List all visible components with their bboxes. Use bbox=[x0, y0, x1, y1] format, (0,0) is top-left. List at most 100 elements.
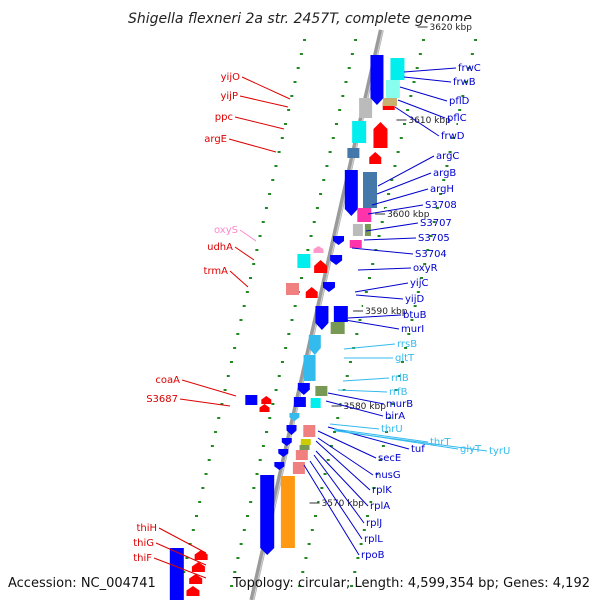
gene-label-leader-udhA bbox=[234, 246, 255, 261]
gene-label-trmA: trmA bbox=[204, 266, 229, 277]
gene-arrow-thiF bbox=[189, 574, 203, 584]
gene-arrow-murB bbox=[297, 383, 310, 395]
gene-arrow-rplL bbox=[274, 462, 285, 470]
gene-arrow-frwC bbox=[370, 55, 384, 105]
gene-arrow-argC bbox=[344, 170, 358, 216]
gene-label-oxyR: oxyR bbox=[413, 263, 438, 274]
gene-label-leader-rrfB bbox=[337, 389, 388, 393]
gene-block-pflC bbox=[382, 98, 397, 106]
feature-layer bbox=[169, 55, 405, 600]
gene-label-leader-secE bbox=[317, 430, 377, 459]
gene-arrow-ppc bbox=[373, 122, 388, 148]
gene-block-argE bbox=[347, 148, 360, 158]
map-title: Shigella flexneri 2a str. 2457T, complet… bbox=[128, 11, 472, 27]
gene-label-leader-rrlB bbox=[342, 377, 390, 382]
gene-label-ppc: ppc bbox=[215, 112, 233, 123]
scale-label-bg bbox=[319, 497, 370, 508]
scale-label: 3600 kbp bbox=[387, 210, 430, 220]
gene-label-leader-frwD bbox=[394, 106, 440, 137]
gene-label-leader-murB bbox=[327, 392, 385, 405]
gene-label-nusG: nusG bbox=[375, 470, 401, 481]
gene-label-leader-rrsB bbox=[343, 343, 396, 350]
gene-label-thrU: thrU bbox=[381, 424, 403, 435]
scale-label: 3620 kbp bbox=[430, 23, 473, 33]
gene-block-trmA bbox=[286, 283, 300, 295]
gene-block-yijO bbox=[359, 98, 373, 118]
gene-label-leader-thrU bbox=[329, 423, 380, 430]
gene-arrow-thiG bbox=[191, 562, 205, 572]
gene-label-murI: murI bbox=[401, 324, 424, 335]
gene-arrow-oxyS bbox=[313, 246, 324, 253]
gene-label-tyrU: tyrU bbox=[489, 446, 510, 457]
gene-label-leader-birA bbox=[325, 400, 384, 417]
gene-arrow-yijD bbox=[322, 282, 335, 292]
gene-label-leader-frwC bbox=[403, 67, 457, 73]
gene-arrow-argE bbox=[369, 152, 382, 164]
gene-arrow-S3704 bbox=[333, 236, 345, 245]
gene-label-leader-argE bbox=[228, 138, 277, 153]
gene-label-leader-trmA bbox=[229, 270, 249, 288]
gene-block-argB bbox=[362, 172, 377, 208]
gene-label-S3687: S3687 bbox=[146, 394, 178, 405]
gene-label-leader-yijC bbox=[354, 282, 409, 293]
gene-label-leader-oxyR bbox=[357, 267, 412, 271]
gene-block-S3707 bbox=[352, 224, 363, 236]
gene-block-S3708 bbox=[357, 208, 372, 222]
gene-block-S3705 bbox=[364, 224, 371, 236]
scale-label: 3570 kbp bbox=[321, 499, 364, 509]
gene-block-tuf bbox=[310, 398, 321, 408]
gene-block-coaA bbox=[245, 395, 258, 405]
gene-label-thiF: thiF bbox=[133, 553, 152, 564]
gene-label-leader-S3704 bbox=[351, 247, 414, 255]
gene-label-leader-thiG bbox=[155, 542, 207, 566]
gene-arrow-trmA bbox=[305, 287, 318, 298]
gene-label-leader-rplJ bbox=[313, 454, 365, 524]
gene-block-tyrU bbox=[303, 425, 316, 437]
gene-arrow-rpoB bbox=[260, 475, 275, 555]
gene-label-leader-S3708 bbox=[367, 204, 424, 215]
gene-label-secE: secE bbox=[378, 453, 401, 464]
scale-label-bg bbox=[385, 208, 436, 219]
gene-label-thiH: thiH bbox=[136, 523, 157, 534]
gene-label-leader-nusG bbox=[317, 437, 374, 476]
gene-arrow-yijC bbox=[330, 255, 343, 265]
gene-label-oxyS: oxyS bbox=[214, 225, 238, 236]
gene-label-murB: murB bbox=[386, 399, 413, 410]
tick-dots-layer bbox=[179, 39, 478, 587]
gene-label-birA: birA bbox=[385, 411, 405, 422]
scale-label-bg bbox=[427, 21, 478, 32]
gene-label-leader-frwB bbox=[403, 76, 452, 83]
gene-label-leader-pflC bbox=[397, 99, 446, 119]
gene-block-rplK bbox=[299, 445, 310, 450]
gene-label-S3704: S3704 bbox=[415, 249, 447, 260]
gene-label-S3705: S3705 bbox=[418, 233, 450, 244]
gene-label-thrT: thrT bbox=[430, 437, 451, 448]
gene-label-leader-oxyS bbox=[239, 229, 257, 242]
gene-label-leader-thiF bbox=[153, 557, 207, 579]
gene-label-rpoB: rpoB bbox=[361, 550, 385, 561]
gene-label-argC: argC bbox=[436, 151, 459, 162]
scale-label-bg bbox=[406, 114, 457, 125]
gene-label-leader-rplK bbox=[315, 440, 371, 491]
scale-label-bg bbox=[341, 400, 392, 411]
scale-label: 3610 kbp bbox=[408, 116, 451, 126]
gene-label-leader-pflD bbox=[399, 86, 448, 102]
gene-label-leader-thiH bbox=[158, 527, 207, 554]
gene-label-leader-rpoB bbox=[303, 464, 360, 556]
gene-label-yijO: yijO bbox=[221, 72, 240, 83]
gene-label-leader-yijP bbox=[239, 95, 289, 108]
gene-label-gltT: gltT bbox=[395, 353, 415, 364]
gene-label-frwC: frwC bbox=[458, 63, 481, 74]
gene-label-frwD: frwD bbox=[441, 131, 465, 142]
gene-label-rrfB: rrfB bbox=[389, 387, 408, 398]
gene-block-thiF bbox=[169, 548, 184, 600]
gene-labels-layer: yijO yijP ppc argE oxyS udhA trmA coaA S3687 thiH… bbox=[133, 63, 510, 579]
accession-text: Accession: NC_004741 bbox=[8, 576, 156, 591]
gene-label-glyT: glyT bbox=[460, 444, 482, 455]
gene-label-rrsB: rrsB bbox=[397, 339, 417, 350]
gene-arrow-gltT bbox=[308, 335, 321, 355]
gene-label-leader-S3705 bbox=[363, 237, 417, 241]
gene-arrow-thrT bbox=[289, 413, 300, 421]
